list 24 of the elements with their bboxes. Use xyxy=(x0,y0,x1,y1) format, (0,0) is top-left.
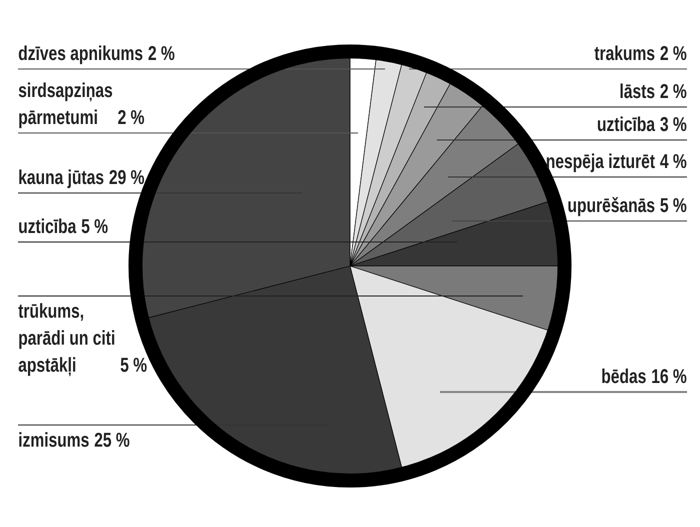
data-label: 5 % xyxy=(660,198,686,212)
data-label: 25 % xyxy=(94,432,130,447)
data-label: 3 % xyxy=(660,117,686,132)
data-label: 29 % xyxy=(109,170,144,184)
data-label: 2 % xyxy=(118,110,144,124)
slice-label: izmisums xyxy=(19,432,89,447)
data-label: 5 % xyxy=(120,358,147,372)
slice-label: sirdsapziņas pārmetumi xyxy=(18,82,112,128)
slice-label: uzticība xyxy=(598,116,656,132)
data-label: 2 % xyxy=(148,46,174,60)
slice-label: bēdas xyxy=(602,368,646,384)
slice-label: kauna jūtas xyxy=(19,169,104,188)
slice-label: dzīves apnikums xyxy=(18,45,142,64)
data-label: 5 % xyxy=(82,219,108,234)
data-label: 4 % xyxy=(660,154,686,168)
data-label: 2 % xyxy=(660,84,686,98)
slice-label: trakums xyxy=(594,45,654,60)
data-label: 16 % xyxy=(652,369,686,384)
data-label: 2 % xyxy=(660,46,686,60)
slice-label: uzticība xyxy=(19,218,76,234)
slice-label: lāsts xyxy=(620,83,654,98)
slice-label: trūkums, parādi un citi apstākļi xyxy=(18,303,114,376)
slice-label: upurēšanās xyxy=(568,197,654,216)
slice-label: nespēja izturēt xyxy=(546,153,655,172)
